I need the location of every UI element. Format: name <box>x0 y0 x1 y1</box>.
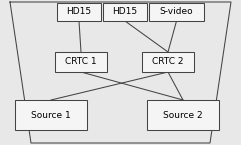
Text: CRTC 1: CRTC 1 <box>65 58 97 67</box>
Text: HD15: HD15 <box>113 8 138 17</box>
Text: Source 1: Source 1 <box>31 110 71 119</box>
Bar <box>147 100 219 130</box>
Text: HD15: HD15 <box>67 8 92 17</box>
Text: S-video: S-video <box>160 8 193 17</box>
Bar <box>15 100 87 130</box>
Text: Source 2: Source 2 <box>163 110 203 119</box>
Bar <box>55 52 107 72</box>
Text: CRTC 2: CRTC 2 <box>152 58 184 67</box>
Bar <box>103 3 147 21</box>
Bar <box>57 3 101 21</box>
Bar <box>149 3 204 21</box>
Bar <box>142 52 194 72</box>
